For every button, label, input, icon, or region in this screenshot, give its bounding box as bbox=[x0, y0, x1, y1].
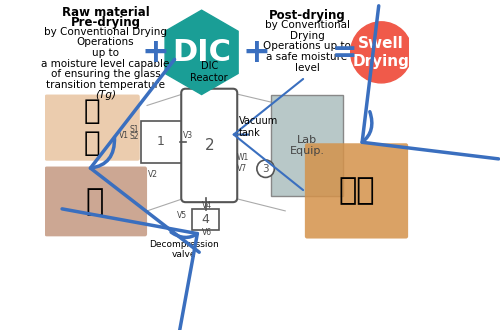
Text: 🥩: 🥩 bbox=[86, 187, 104, 216]
Text: 🥐🥐: 🥐🥐 bbox=[338, 176, 374, 205]
Text: DIC: DIC bbox=[172, 38, 231, 67]
Text: 2: 2 bbox=[204, 138, 214, 153]
Text: (Tg): (Tg) bbox=[95, 90, 116, 100]
Text: 3: 3 bbox=[262, 164, 269, 174]
Polygon shape bbox=[165, 10, 238, 94]
Text: a moisture level capable: a moisture level capable bbox=[42, 58, 170, 69]
Text: by Conventional Drying: by Conventional Drying bbox=[44, 27, 167, 37]
FancyBboxPatch shape bbox=[270, 94, 344, 196]
FancyBboxPatch shape bbox=[305, 143, 408, 239]
FancyBboxPatch shape bbox=[44, 94, 140, 161]
Text: V3: V3 bbox=[184, 131, 194, 141]
Circle shape bbox=[350, 22, 412, 83]
Text: +: + bbox=[142, 36, 170, 69]
FancyBboxPatch shape bbox=[140, 121, 181, 163]
FancyBboxPatch shape bbox=[181, 89, 237, 202]
Text: V6: V6 bbox=[202, 228, 212, 237]
Text: Operations up to: Operations up to bbox=[263, 42, 351, 51]
Text: V1: V1 bbox=[119, 131, 129, 141]
Circle shape bbox=[257, 160, 274, 178]
Text: level: level bbox=[294, 63, 320, 73]
Text: V2: V2 bbox=[148, 170, 158, 179]
Text: Drying: Drying bbox=[290, 31, 324, 41]
Text: up to: up to bbox=[92, 48, 119, 58]
Text: 🍅
🍅: 🍅 🍅 bbox=[84, 97, 100, 157]
Text: of ensuring the glass: of ensuring the glass bbox=[50, 69, 160, 79]
Text: 1: 1 bbox=[157, 135, 165, 148]
Text: Swell
Drying: Swell Drying bbox=[353, 36, 410, 69]
FancyBboxPatch shape bbox=[44, 167, 147, 236]
Text: Raw material: Raw material bbox=[62, 6, 150, 19]
Text: Pre-drying: Pre-drying bbox=[70, 16, 140, 29]
Text: Decompression
valve: Decompression valve bbox=[149, 240, 218, 259]
Text: W1: W1 bbox=[236, 153, 249, 162]
Text: Operations: Operations bbox=[77, 37, 134, 48]
Text: Post-drying: Post-drying bbox=[268, 9, 345, 22]
Text: V5: V5 bbox=[178, 212, 188, 220]
FancyBboxPatch shape bbox=[192, 210, 220, 230]
Text: by Conventional: by Conventional bbox=[264, 19, 350, 30]
Text: DIC
Reactor: DIC Reactor bbox=[190, 61, 228, 83]
Text: Lab
Equip.: Lab Equip. bbox=[290, 135, 324, 156]
Text: Vacuum
tank: Vacuum tank bbox=[238, 116, 278, 138]
Text: V7: V7 bbox=[236, 164, 246, 173]
Text: S1: S1 bbox=[130, 125, 139, 134]
Text: V4: V4 bbox=[202, 201, 212, 210]
Text: 4: 4 bbox=[202, 213, 209, 226]
Text: a safe moisture: a safe moisture bbox=[266, 52, 347, 62]
Text: transition temperature: transition temperature bbox=[46, 80, 165, 90]
Text: +: + bbox=[242, 36, 270, 69]
Text: S2: S2 bbox=[130, 132, 139, 141]
Text: =: = bbox=[332, 38, 357, 67]
